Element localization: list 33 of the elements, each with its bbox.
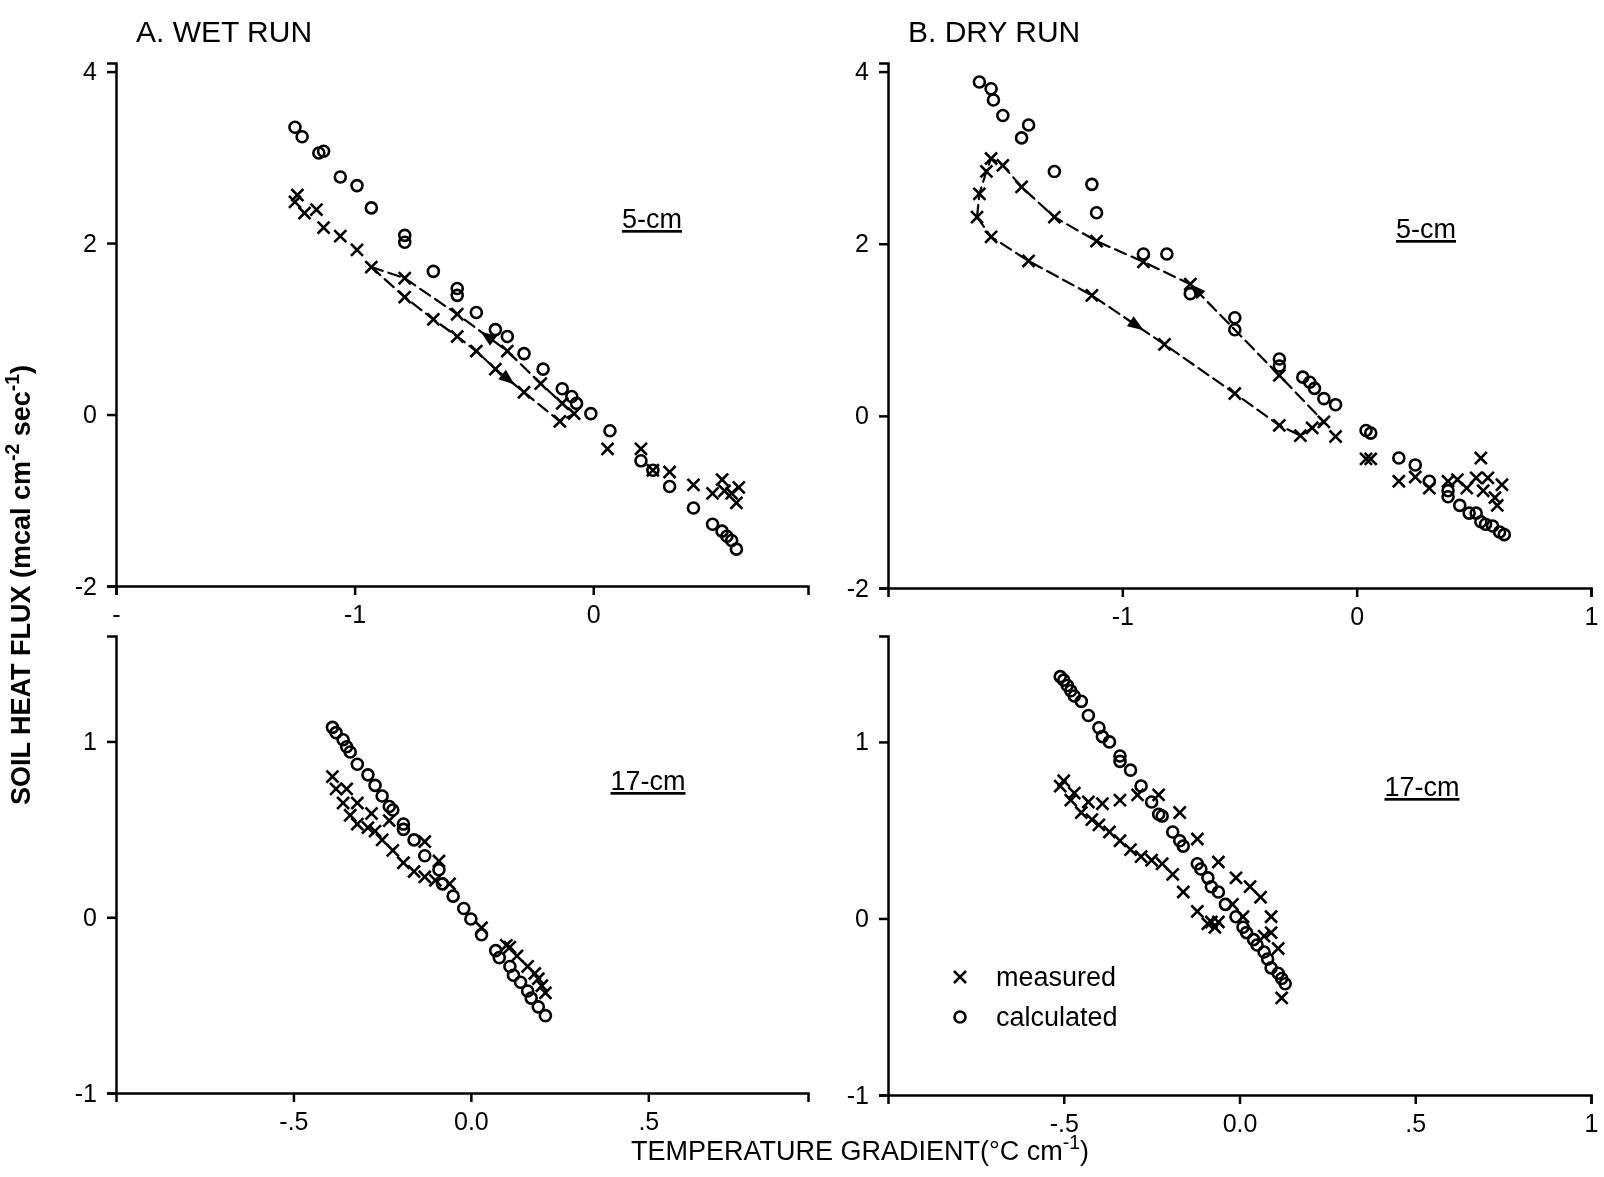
y-tick-label: 0 — [83, 400, 97, 429]
y-tick-label: 2 — [855, 229, 869, 258]
x-tick-label: -1 — [1111, 601, 1134, 630]
legend-label: calculated — [996, 1002, 1118, 1032]
x-tick-label: 1 — [1584, 601, 1599, 630]
x-tick-label: 0.0 — [1222, 1108, 1258, 1137]
x-tick-label: -.5 — [279, 1106, 309, 1135]
y-tick-label: 4 — [855, 57, 870, 86]
y-tick-label: 0 — [855, 903, 869, 932]
x-tick-label: - — [112, 599, 121, 628]
x-tick-label: -1 — [344, 599, 367, 628]
annotation: 17-cm — [610, 766, 686, 796]
chart-title: B. DRY RUN — [908, 15, 1081, 48]
y-tick-label: -2 — [846, 573, 869, 602]
chart-title: A. WET RUN — [136, 15, 313, 48]
y-tick-label: 0 — [855, 401, 869, 430]
annotation: 5-cm — [622, 204, 682, 234]
x-tick-label: .5 — [1405, 1108, 1427, 1137]
legend-label: measured — [996, 962, 1117, 992]
annotation: 17-cm — [1384, 772, 1460, 802]
y-tick-label: 4 — [83, 57, 98, 86]
annotation: 5-cm — [1396, 214, 1456, 244]
y-tick-label: 0 — [83, 902, 97, 931]
x-tick-label: 0.0 — [453, 1106, 489, 1135]
y-tick-label: 2 — [83, 228, 97, 257]
y-tick-label: 1 — [83, 726, 97, 755]
x-tick-label: 0 — [1350, 601, 1365, 630]
y-tick-label: -2 — [74, 571, 97, 600]
y-tick-label: -1 — [846, 1080, 869, 1109]
y-tick-label: -1 — [74, 1078, 97, 1107]
x-tick-label: 1 — [1584, 1108, 1599, 1137]
x-tick-label: 0 — [586, 599, 601, 628]
y-tick-label: 1 — [855, 727, 869, 756]
